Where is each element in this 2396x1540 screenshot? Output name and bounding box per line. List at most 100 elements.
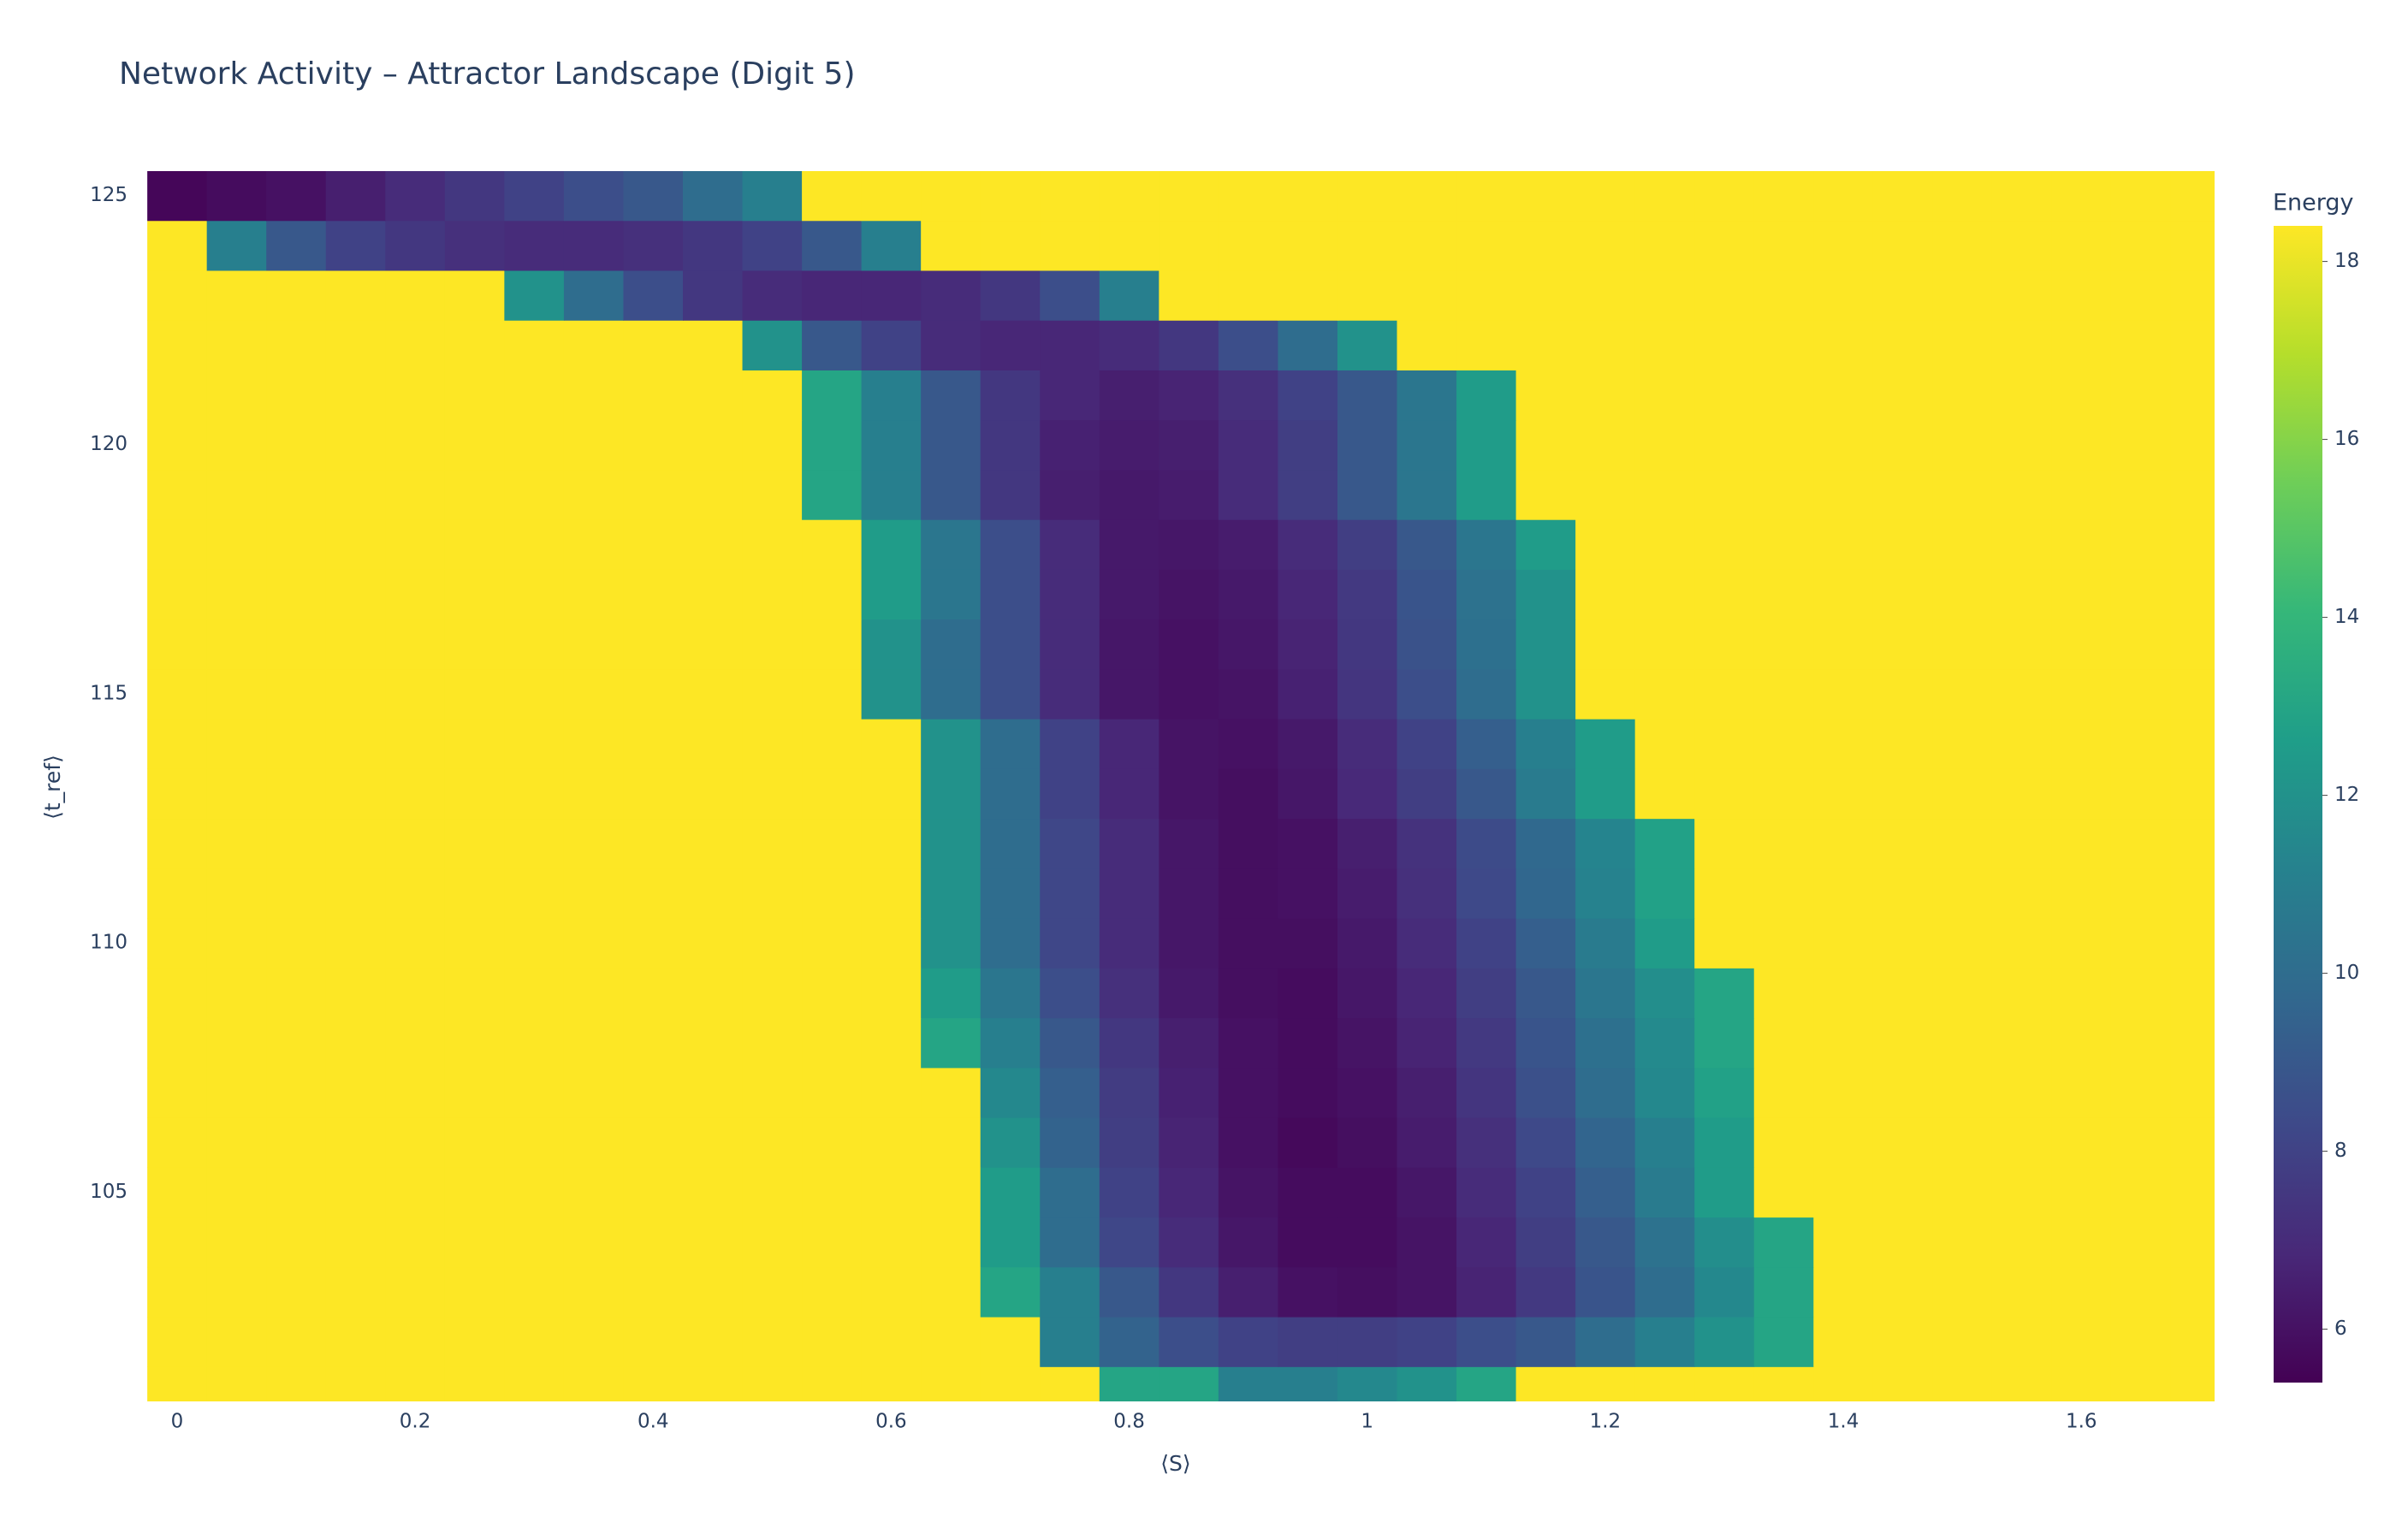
heatmap-cell [1515,1217,1576,1268]
heatmap-cell [1872,519,1933,570]
heatmap-cell [1991,668,2053,720]
heatmap-cell [2051,370,2112,421]
heatmap-cell [444,968,505,1019]
heatmap-cell [385,1117,446,1168]
heatmap-cell [861,1017,922,1069]
heatmap-cell [1634,519,1695,570]
heatmap-cell [623,469,684,520]
heatmap-cell [2051,469,2112,520]
heatmap-cell [742,220,803,271]
heatmap-cell [147,918,208,968]
heatmap-cell [1634,868,1695,919]
colorbar-tick-label: 12 [2334,784,2359,806]
heatmap-cell [385,1067,446,1118]
heatmap-cell [623,1167,684,1218]
heatmap-cell [1694,1117,1755,1168]
heatmap-cell [385,1217,446,1268]
heatmap-cell [1040,1167,1100,1218]
heatmap-cell [1753,1067,1814,1118]
heatmap-cell [1753,868,1814,919]
heatmap-cell [1515,1067,1576,1118]
heatmap-cell [1337,1117,1398,1168]
heatmap-cell [980,619,1041,670]
heatmap-cell [2170,1167,2215,1218]
heatmap-cell [1218,818,1279,869]
heatmap-cell [1099,469,1159,520]
heatmap-cell [1694,1316,1755,1367]
heatmap-cell [1753,768,1814,820]
heatmap-cell [1278,968,1338,1019]
heatmap-cell [1932,868,1993,919]
heatmap-cell [266,619,327,670]
heatmap-cell [2110,1167,2172,1218]
x-tick-label: 0.6 [875,1411,907,1433]
heatmap-cell [2110,1067,2172,1118]
heatmap-cell [1040,619,1100,670]
heatmap-cell [325,1017,386,1069]
heatmap-cell [206,569,267,620]
heatmap-cell [623,320,684,370]
heatmap-cell [1218,719,1279,769]
y-axis-title: ⟨t_ref⟩ [40,755,65,820]
heatmap-cell [742,1167,803,1218]
heatmap-cell [1159,719,1219,769]
heatmap-cell [1753,569,1814,620]
heatmap-cell [683,818,744,869]
heatmap-cell [1099,1167,1159,1218]
heatmap-cell [563,818,625,869]
heatmap-cell [1515,918,1576,968]
heatmap-cell [1159,1117,1219,1168]
heatmap-cell [444,719,505,769]
heatmap-cell [2110,668,2172,720]
heatmap-cell [504,868,565,919]
heatmap-cell [206,868,267,919]
heatmap-cell [1753,668,1814,720]
heatmap-cell [444,868,505,919]
heatmap-cell [563,171,625,222]
colorbar-tick-label: 16 [2334,428,2359,450]
heatmap-cell [1575,370,1636,421]
heatmap-cell [1337,1067,1398,1118]
heatmap-cell [742,868,803,919]
heatmap-cell [1694,320,1755,370]
heatmap-cell [1278,1117,1338,1168]
heatmap-cell [1694,469,1755,520]
heatmap-cell [2170,419,2215,471]
heatmap-cell [206,1217,267,1268]
heatmap-cell [2170,270,2215,321]
heatmap-cell [325,1266,386,1318]
heatmap-cell [1872,1167,1933,1218]
heatmap-cell [1991,1366,2053,1401]
heatmap-cell [623,1117,684,1168]
heatmap-cell [1515,519,1576,570]
heatmap-cell [1694,370,1755,421]
heatmap-cell [325,1067,386,1118]
heatmap-cell [1575,868,1636,919]
heatmap-cell [1753,918,1814,968]
heatmap-cell [1278,918,1338,968]
heatmap-cell [563,668,625,720]
heatmap-cell [1337,818,1398,869]
heatmap-cell [1694,519,1755,570]
heatmap-cell [1694,968,1755,1019]
heatmap-cell [683,270,744,321]
heatmap-cell [1337,270,1398,321]
heatmap-cell [861,868,922,919]
heatmap-cell [385,918,446,968]
heatmap-cell [1872,1316,1933,1367]
colorbar [2274,226,2322,1383]
heatmap-cell [2110,419,2172,471]
heatmap-cell [1932,1017,1993,1069]
heatmap-cell [266,719,327,769]
heatmap-cell [1159,918,1219,968]
heatmap-cell [147,419,208,471]
heatmap-cell [1694,619,1755,670]
heatmap-cell [1932,171,1993,222]
heatmap-cell [2170,868,2215,919]
x-tick-label: 1 [1361,1411,1373,1433]
heatmap-cell [2170,818,2215,869]
heatmap-cell [623,719,684,769]
heatmap-cell [1218,1117,1279,1168]
heatmap-cell [1694,719,1755,769]
heatmap-cell [1753,519,1814,570]
